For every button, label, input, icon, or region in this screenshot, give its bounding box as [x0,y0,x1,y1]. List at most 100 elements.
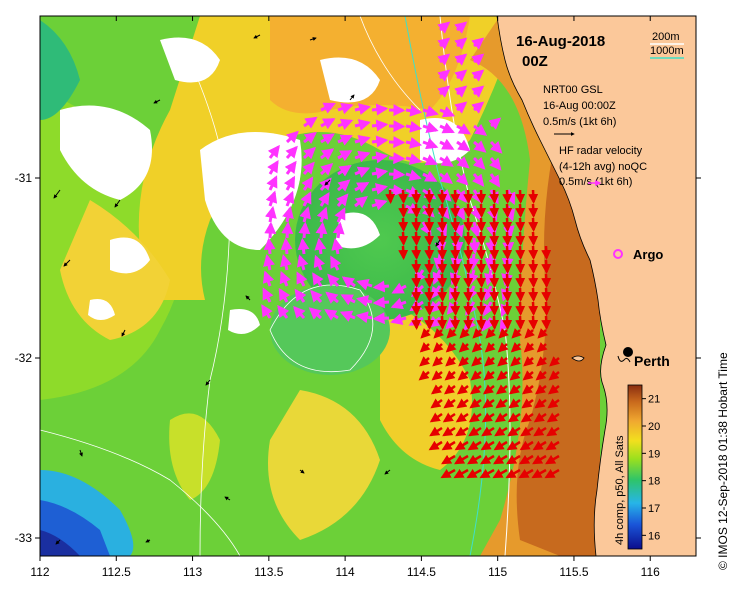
gsl-velocity-arrow [510,356,522,367]
gsl-velocity-arrow [498,328,509,339]
gsl-velocity-arrow [480,454,495,465]
gsl-velocity-arrow [502,259,513,274]
depth-legend-200m: 200m [652,31,680,43]
gsl-velocity-arrow [430,384,443,395]
gsl-velocity-arrow [502,217,513,232]
gsl-velocity-arrow [398,203,409,218]
gsl-sparse-arrow [349,94,355,101]
gsl-velocity-arrow [437,203,448,218]
gsl-velocity-arrow [476,273,487,288]
gsl-velocity-arrow [489,315,500,330]
gsl-velocity-arrow [489,203,500,218]
gsl-velocity-arrow [458,356,470,367]
gsl-velocity-arrow [467,440,482,451]
gsl-velocity-arrow [547,398,560,409]
gsl-velocity-arrow [531,468,547,479]
gsl-velocity-arrow [545,454,560,465]
hf-velocity-arrow [261,304,273,319]
credit-text: © IMOS 12-Sep-2018 01:38 Hobart Time [716,352,730,570]
hf-velocity-arrow [337,150,353,162]
gsl-velocity-arrow [528,231,539,246]
gsl-velocity-arrow [454,440,469,451]
hf-velocity-arrow [283,175,296,191]
gsl-velocity-arrow [424,231,435,246]
gsl-sparse-arrow [114,199,121,208]
gsl-velocity-arrow [440,468,456,479]
latitude-axis: -31 -32 -33 [15,171,701,545]
gsl-velocity-arrow [469,398,482,409]
gsl-velocity-arrow [476,287,487,302]
gsl-velocity-arrow [532,454,547,465]
hf-velocity-arrow [264,205,277,223]
gsl-velocity-arrow [521,384,534,395]
gsl-velocity-arrow [523,342,535,353]
gsl-velocity-arrow [419,356,431,367]
gsl-velocity-arrow [533,412,547,423]
hf-velocity-arrow [278,287,290,303]
hf-velocity-arrow [471,69,485,82]
hf-velocity-arrow [489,157,502,171]
map-time: 00Z [522,53,548,70]
gsl-velocity-arrow [508,384,521,395]
gsl-velocity-arrow [398,217,409,232]
gsl-velocity-arrow [489,301,500,316]
gsl-velocity-arrow [528,217,539,232]
gsl-velocity-arrow [432,356,444,367]
hf-velocity-arrow [371,119,389,132]
gsl-velocity-arrow [506,440,521,451]
rottnest-island [571,355,585,362]
gsl-velocity-arrow [493,454,508,465]
gsl-velocity-arrow [456,384,469,395]
gsl-velocity-arrow [468,426,482,437]
colorbar-tick-label: 19 [648,448,660,460]
colorbar-tick-label: 18 [648,476,660,488]
gsl-velocity-arrow [455,412,469,423]
lon-tick-label: 114 [336,565,355,579]
gsl-velocity-arrow [463,273,474,288]
gsl-velocity-arrow [493,440,508,451]
gsl-velocity-arrow [450,273,461,288]
hf-velocity-arrow [484,253,497,271]
gsl-velocity-arrow [494,412,508,423]
gsl-velocity-arrow [502,189,513,204]
gsl-velocity-arrow [502,203,513,218]
gsl-velocity-arrow [437,301,448,316]
hf-velocity-arrow [471,53,485,66]
gsl-velocity-arrow [463,217,474,232]
hf-velocity-arrow [265,190,278,207]
hf-velocity-arrow [439,171,453,185]
hf-velocity-arrow [340,294,356,306]
gsl-velocity-arrow [541,315,552,330]
hf-velocity-arrow [318,191,330,207]
gsl-velocity-arrow [424,217,435,232]
gsl-velocity-arrow [528,245,539,260]
hf-velocity-arrow [339,310,356,322]
hf-velocity-arrow [296,254,309,271]
hf-velocity-arrow [405,120,423,133]
gsl-velocity-arrow [544,468,560,479]
hf-velocity-arrow [354,103,372,115]
gsl-velocity-arrow [548,370,560,381]
hf-velocity-arrow [294,288,307,303]
hf-velocity-arrow [483,285,496,302]
gsl-velocity-arrow [515,231,526,246]
gsl-velocity-arrow [479,468,495,479]
hf-velocity-arrow [310,289,323,303]
hf-velocity-arrow [422,121,439,134]
hf-velocity-arrow [439,155,454,167]
gsl-sparse-arrow [324,179,331,186]
gsl-velocity-arrow [471,342,483,353]
plot-frame [39,15,697,557]
colorbar-ticks: 21 20 19 18 17 16 [642,394,660,542]
hf-velocity-arrow [262,287,274,303]
hf-velocity-arrow [320,102,336,114]
gsl-velocity-arrow [534,398,547,409]
gsl-velocity-arrow [515,245,526,260]
gsl-velocity-arrow [424,259,435,274]
gsl-velocity-arrow [489,189,500,204]
hf-velocity-arrow [337,102,354,115]
hf-velocity-arrow [313,254,325,271]
gsl-velocity-arrow [441,454,456,465]
hf-velocity-arrow [371,198,388,211]
hf-velocity-arrow [488,117,502,130]
